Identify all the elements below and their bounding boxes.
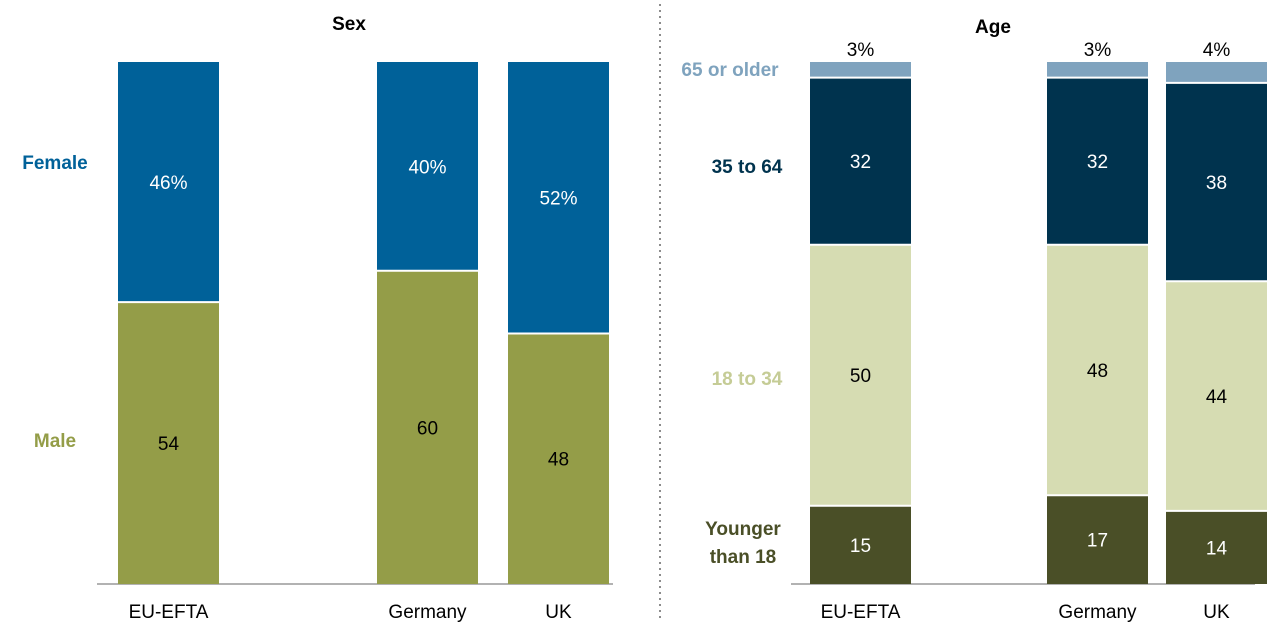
sex-label-germany-female: 40% [408, 157, 446, 178]
sex-label-eu-efta-male: 54 [158, 434, 180, 455]
age-label-germany-younger-than-18: 17 [1087, 531, 1108, 552]
sex-label-uk-female: 52% [539, 189, 577, 210]
age-label-uk-35-to-64: 38 [1206, 173, 1227, 194]
age-legend-younger-than-18: Younger than 18 [705, 519, 781, 568]
age-bar-eu-efta-18-to-34 [810, 244, 911, 506]
sex-bar-eu-efta-female [118, 62, 219, 303]
sex-bar-eu-efta-male [118, 302, 219, 584]
age-label-uk-18-to-34: 44 [1206, 387, 1228, 408]
sex-category-uk: UK [545, 602, 572, 623]
sex-chart: 54 46% EU-EFTA 60 40% Germany 48 52% UK Male Femal… [22, 62, 609, 623]
sex-bar-germany-male [377, 270, 478, 584]
age-legend-18-to-34: 18 to 34 [712, 369, 783, 390]
age-bar-uk-younger-than-18 [1166, 510, 1267, 584]
age-label-eu-efta-35-to-64: 32 [850, 152, 871, 173]
age-bar-germany-18-to-34 [1047, 244, 1148, 496]
age-label-eu-efta-younger-than-18: 15 [850, 536, 871, 557]
age-label-germany-65-or-older: 3% [1084, 40, 1112, 61]
age-bar-germany-35-to-64 [1047, 77, 1148, 245]
sex-bar-uk-female [508, 62, 609, 334]
sex-category-germany: Germany [388, 602, 467, 623]
age-bar-uk-35-to-64 [1166, 82, 1267, 282]
age-label-eu-efta-65-or-older: 3% [847, 40, 875, 61]
sex-bar-uk-male [508, 333, 609, 584]
age-category-germany: Germany [1058, 602, 1137, 623]
age-legend-35-to-64: 35 to 64 [712, 157, 783, 178]
age-label-germany-35-to-64: 32 [1087, 152, 1108, 173]
sex-label-germany-male: 60 [417, 418, 438, 439]
sex-label-eu-efta-female: 46% [149, 173, 187, 194]
sex-chart-title: Sex [332, 14, 366, 35]
age-chart-title: Age [975, 17, 1011, 38]
age-bar-germany-65-or-older [1047, 62, 1148, 78]
age-chart: 15 50 32 3% EU-EFTA 17 48 32 3% Germany 14 44 38 4% UK… [681, 40, 1267, 623]
age-label-uk-younger-than-18: 14 [1206, 538, 1228, 559]
age-label-uk-65-or-older: 4% [1203, 40, 1231, 61]
sex-label-uk-male: 48 [548, 450, 569, 471]
age-bar-germany-younger-than-18 [1047, 495, 1148, 584]
age-bar-uk-65-or-older [1166, 62, 1267, 83]
sex-category-eu-efta: EU-EFTA [129, 602, 209, 623]
sex-bar-germany-female [377, 62, 478, 271]
age-category-eu-efta: EU-EFTA [821, 602, 901, 623]
age-bar-eu-efta-35-to-64 [810, 77, 911, 245]
age-category-uk: UK [1203, 602, 1230, 623]
age-legend-65-or-older: 65 or older [681, 60, 779, 81]
sex-legend-male: Male [34, 431, 76, 452]
age-label-eu-efta-18-to-34: 50 [850, 366, 871, 387]
age-bar-uk-18-to-34 [1166, 281, 1267, 511]
age-bar-eu-efta-65-or-older [810, 62, 911, 78]
age-bar-eu-efta-younger-than-18 [810, 505, 911, 584]
age-label-germany-18-to-34: 48 [1087, 361, 1108, 382]
sex-legend-female: Female [22, 153, 87, 174]
